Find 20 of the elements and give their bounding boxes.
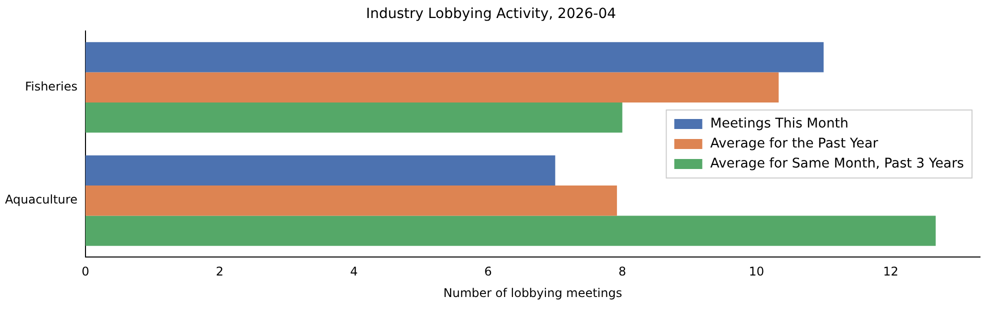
x-tick-label: 4 (350, 264, 358, 279)
y-tick-label: Fisheries (24, 80, 78, 94)
legend-label: Average for Same Month, Past 3 Years (710, 156, 964, 172)
y-tick-label: Aquaculture (4, 192, 78, 207)
bar (85, 42, 824, 72)
x-tick-label: 0 (82, 264, 90, 279)
x-tick-label: 10 (748, 264, 764, 279)
x-tick-label: 6 (484, 264, 492, 279)
chart-title: Industry Lobbying Activity, 2026-04 (366, 6, 616, 22)
legend-label: Average for the Past Year (710, 136, 879, 152)
bar (85, 102, 622, 133)
bar (85, 155, 556, 186)
x-tick-label: 12 (883, 264, 898, 279)
x-tick-label: 8 (618, 264, 626, 279)
x-axis-title: Number of lobbying meetings (443, 286, 622, 300)
bar (85, 186, 617, 216)
legend-label: Meetings This Month (710, 116, 848, 132)
bar (85, 72, 779, 102)
bar (85, 216, 936, 246)
x-tick-label: 2 (216, 264, 224, 279)
